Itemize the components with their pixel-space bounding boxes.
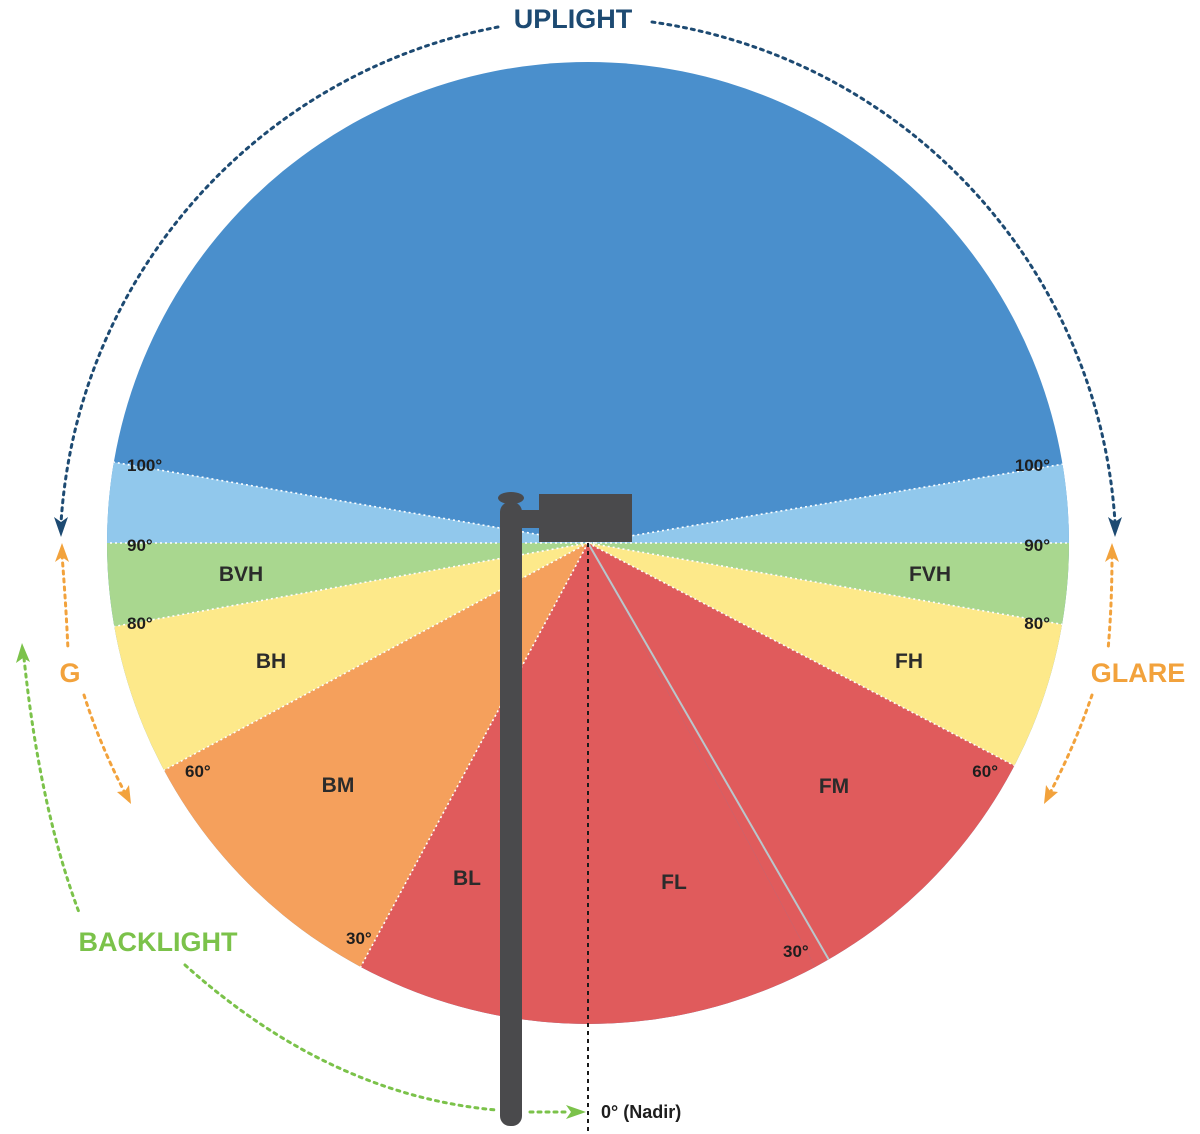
zone-label-bh: BH: [256, 650, 286, 673]
backlight-arrow: [16, 643, 586, 1119]
glare-arc-right-lower: [1048, 693, 1094, 795]
degree-label-back-100: 100°: [127, 456, 162, 475]
degree-label-back-90: 90°: [127, 536, 153, 555]
backlight-arrowhead-up: [16, 643, 30, 663]
pole-top: [498, 492, 524, 504]
backlight-arrowhead-right: [566, 1105, 586, 1119]
uplight-arc: [54, 20, 1122, 537]
luminaire-head: [539, 494, 632, 542]
zone-label-fm: FM: [819, 775, 849, 798]
glare-arc-right-upper: [1106, 553, 1114, 652]
zone-label-fl: FL: [661, 871, 687, 894]
pole: [498, 492, 632, 1126]
degree-label-front-100: 100°: [1015, 456, 1050, 475]
glare-label: GLARE: [1091, 658, 1186, 688]
zone-bl-fl: [300, 543, 876, 1024]
degree-label-front-30: 30°: [783, 942, 809, 961]
glare-arrowhead-right-up: [1105, 543, 1119, 562]
glare-arc-left-lower: [82, 693, 127, 795]
zone-label-bl: BL: [453, 867, 481, 890]
nadir-label: 0° (Nadir): [601, 1102, 681, 1122]
luminaire-arm: [518, 510, 542, 528]
uplight-arrowhead-left: [54, 517, 68, 537]
zone-label-fh: FH: [895, 650, 923, 673]
uplight-label: UPLIGHT: [514, 4, 633, 34]
glare-arrows: [55, 543, 1119, 804]
backlight-arc-lower: [183, 963, 498, 1112]
degree-label-back-60: 60°: [185, 762, 211, 781]
backlight-arc-upper: [22, 656, 82, 917]
glare-arrowhead-left-down: [117, 785, 131, 804]
degree-label-front-90: 90°: [1024, 536, 1050, 555]
uplight-arc-left: [59, 25, 500, 525]
zone-label-fvh: FVH: [909, 563, 951, 586]
glare-short-label: G: [59, 658, 80, 688]
zone-label-bvh: BVH: [219, 563, 263, 586]
zone-front-90-100: [588, 453, 1069, 543]
degree-label-back-80: 80°: [127, 614, 153, 633]
front-30-line: [587, 542, 830, 961]
glare-arrowhead-right-down: [1044, 785, 1058, 804]
degree-label-front-80: 80°: [1024, 614, 1050, 633]
uplight-arrowhead-right: [1108, 517, 1122, 537]
glare-arc-left-upper: [60, 553, 70, 652]
uplight-arc-right: [650, 20, 1117, 524]
zone-divider-lines: [107, 452, 1069, 1024]
zone-label-bm: BM: [322, 774, 355, 797]
glare-arrowhead-left-up: [55, 543, 69, 562]
pole-shaft: [500, 502, 522, 1126]
degree-label-front-60: 60°: [972, 762, 998, 781]
backlight-label: BACKLIGHT: [79, 927, 238, 957]
degree-label-back-30: 30°: [346, 929, 372, 948]
